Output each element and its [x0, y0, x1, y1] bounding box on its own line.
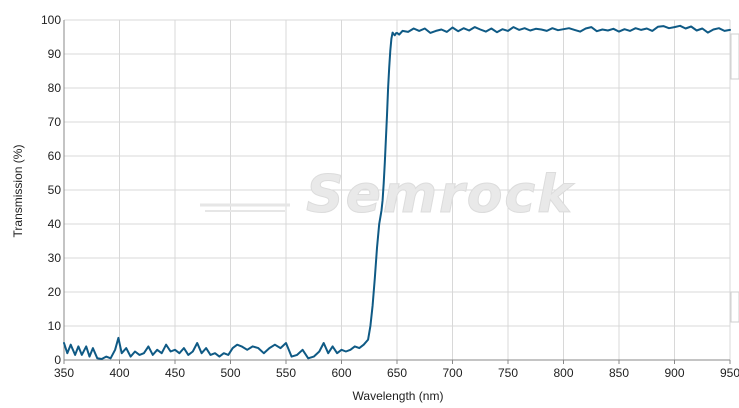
x-tick-label: 500	[220, 366, 240, 380]
x-tick-label: 800	[553, 366, 573, 380]
y-tick-label: 70	[48, 115, 62, 129]
right-scroll-handle-lower[interactable]	[730, 291, 739, 323]
x-tick-label: 600	[331, 366, 351, 380]
x-tick-label: 750	[498, 366, 518, 380]
tick-labels: 350 400 450 500 550 600 650 700 750 800 850 900 950 0…	[41, 13, 739, 380]
y-tick-label: 100	[41, 13, 61, 27]
y-tick-label: 0	[54, 353, 61, 367]
x-tick-label: 700	[442, 366, 462, 380]
watermark-text: Semrock	[306, 165, 575, 225]
series-layer	[63, 24, 731, 360]
y-axis-title: Transmission (%)	[11, 145, 25, 238]
x-tick-label: 950	[720, 366, 739, 380]
x-tick-label: 850	[609, 366, 629, 380]
y-tick-label: 20	[48, 285, 62, 299]
x-tick-label: 550	[276, 366, 296, 380]
x-tick-label: 450	[165, 366, 185, 380]
right-scroll-handle[interactable]	[730, 33, 739, 80]
x-axis-title: Wavelength (nm)	[353, 389, 444, 403]
y-tick-label: 50	[48, 183, 62, 197]
y-tick-label: 90	[48, 47, 62, 61]
y-tick-label: 60	[48, 149, 62, 163]
semrock-watermark: Semrock	[200, 165, 575, 226]
x-tick-label: 650	[387, 366, 407, 380]
y-tick-label: 80	[48, 81, 62, 95]
y-tick-label: 40	[48, 217, 62, 231]
y-tick-label: 30	[48, 251, 62, 265]
transmission-line	[63, 24, 731, 360]
x-tick-label: 350	[54, 366, 74, 380]
x-tick-label: 400	[109, 366, 129, 380]
x-tick-label: 900	[664, 366, 684, 380]
y-tick-label: 10	[48, 319, 62, 333]
